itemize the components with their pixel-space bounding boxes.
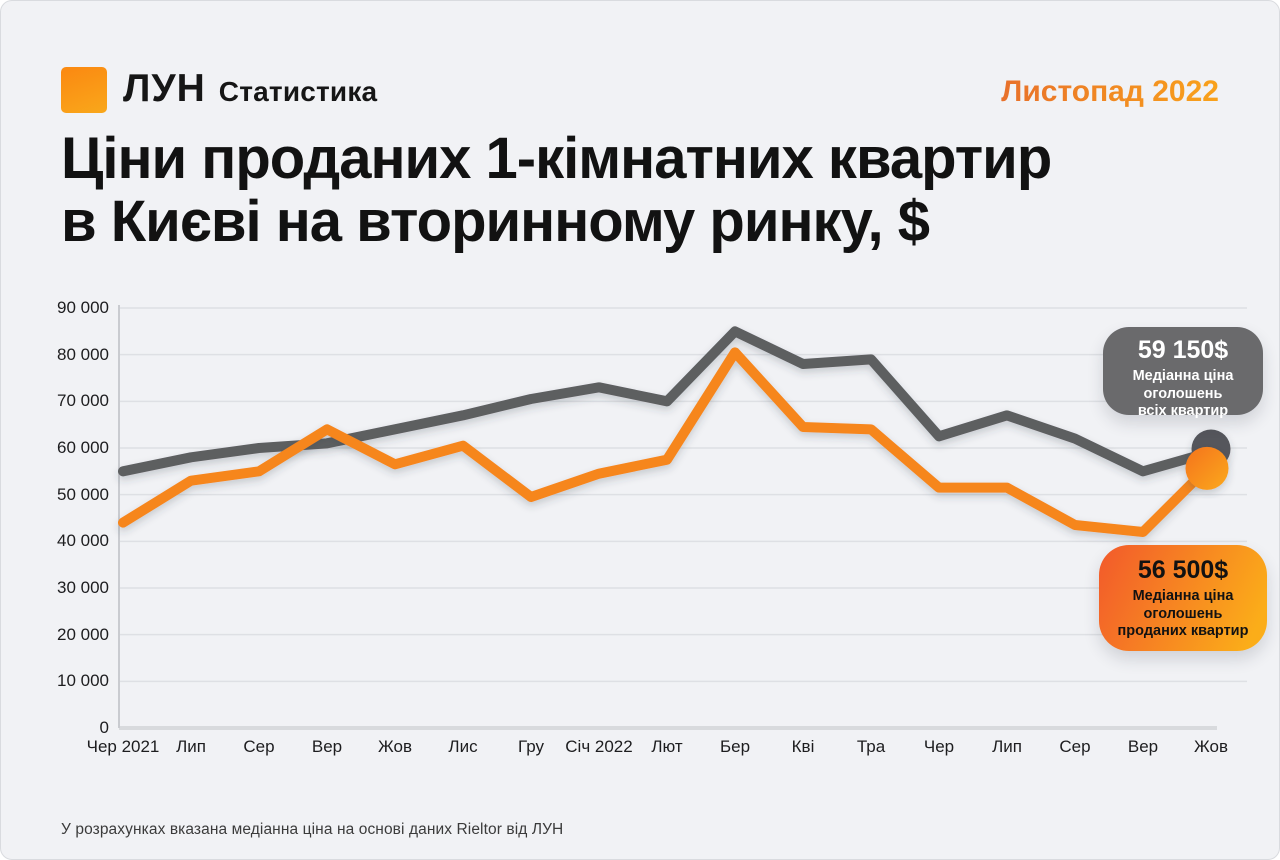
x-axis-label: Лип: [176, 737, 206, 756]
x-axis-label: Тра: [856, 737, 886, 756]
y-axis-label: 10 000: [57, 671, 109, 691]
x-axis-label: Кві: [791, 737, 815, 756]
y-axis-label: 0: [99, 718, 109, 737]
y-axis-label: 40 000: [57, 531, 109, 551]
y-axis-label: 20 000: [57, 624, 109, 644]
end-marker-sold: [1185, 446, 1229, 490]
annotation-value: 59 150$: [1137, 336, 1229, 364]
x-axis-label: Жов: [1194, 737, 1228, 756]
annotation-label: всіх квартир: [1137, 403, 1229, 419]
x-axis-label: Лют: [651, 737, 683, 756]
brand-name: ЛУН: [123, 67, 206, 110]
annotation-label: оголошень: [1143, 605, 1223, 622]
annotation-label: Медіанна ціна: [1132, 588, 1234, 604]
x-axis-label: Чер: [923, 737, 955, 756]
x-axis-label: Гру: [517, 737, 544, 756]
source-note: У розрахунках вказана медіанна ціна на о…: [61, 821, 564, 838]
x-axis-label: Сер: [1059, 737, 1091, 756]
annotation-label: проданих квартир: [1117, 623, 1249, 639]
x-axis-label: Бер: [719, 737, 751, 756]
annotation-value: 56 500$: [1137, 556, 1229, 584]
annotation-label: Медіанна ціна: [1132, 368, 1234, 384]
x-axis-label: Сер: [243, 737, 275, 756]
x-axis-label: Жов: [378, 737, 412, 756]
y-axis-label: 30 000: [57, 578, 109, 597]
lun-logo-icon: [61, 67, 107, 113]
x-axis-label: Лип: [992, 737, 1022, 756]
y-axis-label: 70 000: [57, 391, 109, 411]
x-axis-label: Чер 2021: [86, 737, 160, 756]
y-axis-label: 80 000: [57, 344, 109, 364]
x-axis-label: Вер: [1127, 737, 1159, 756]
x-axis-label: Вер: [311, 737, 343, 756]
page-title-line1: Ціни проданих 1-кімнатних квартир: [61, 126, 1052, 191]
annotation-all-apartments: 59 150$ Медіанна ціна оголошень всіх ква…: [1103, 327, 1263, 419]
x-axis-label: Лис: [448, 737, 478, 756]
series-line-sold: [118, 347, 1216, 537]
brand-suffix: Статистика: [218, 76, 378, 107]
period-badge: Листопад 2022: [1001, 75, 1219, 108]
annotation-label: оголошень: [1143, 385, 1223, 402]
page-title-line2: в Києві на вторинному ринку, $: [61, 189, 930, 254]
y-axis-label: 50 000: [57, 484, 109, 504]
page-title: Ціни проданих 1-кімнатних квартир в Києв…: [61, 126, 1052, 254]
x-axis-label: Січ 2022: [565, 737, 633, 756]
brand: ЛУН Статистика: [123, 64, 377, 114]
y-axis-label: 60 000: [57, 438, 109, 457]
y-axis-label: 90 000: [57, 298, 109, 317]
annotation-sold-apartments: 56 500$ Медіанна ціна оголошень проданих…: [1099, 545, 1267, 651]
